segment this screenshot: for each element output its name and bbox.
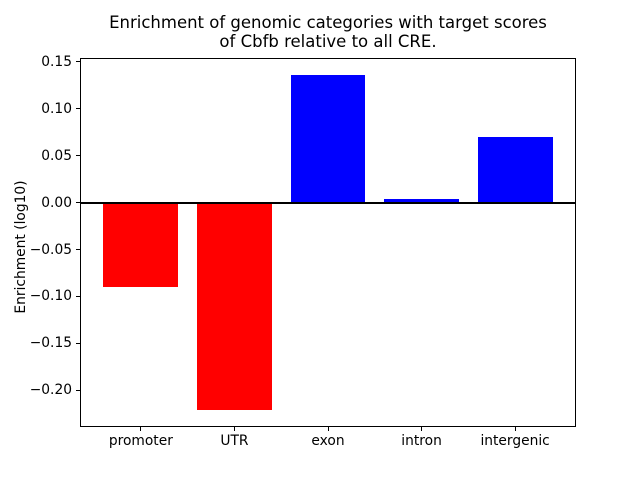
y-tick-label: 0.10 bbox=[41, 100, 72, 117]
y-tick-mark bbox=[76, 342, 80, 344]
y-tick-label: 0.15 bbox=[41, 53, 72, 70]
plot-area bbox=[80, 58, 576, 427]
x-tick-mark bbox=[233, 427, 235, 431]
y-tick-label: 0.05 bbox=[41, 147, 72, 164]
y-tick-label: −0.20 bbox=[29, 382, 72, 399]
y-tick-mark bbox=[76, 108, 80, 110]
x-tick-mark bbox=[421, 427, 423, 431]
bar-intergenic bbox=[477, 136, 553, 203]
x-tick-label: intron bbox=[401, 433, 442, 449]
y-tick-mark bbox=[76, 61, 80, 63]
zero-line bbox=[81, 201, 575, 204]
x-tick-mark bbox=[327, 427, 329, 431]
x-tick-label: exon bbox=[311, 433, 345, 449]
chart-title-line2: of Cbfb relative to all CRE. bbox=[219, 32, 437, 51]
bar-exon bbox=[290, 74, 366, 203]
x-tick-label: intergenic bbox=[480, 433, 550, 449]
y-tick-label: −0.10 bbox=[29, 288, 72, 305]
y-tick-mark bbox=[76, 295, 80, 297]
bar-intron bbox=[384, 198, 459, 203]
y-tick-mark bbox=[76, 155, 80, 157]
x-tick-label: UTR bbox=[220, 433, 249, 449]
y-tick-label: 0.00 bbox=[41, 194, 72, 211]
y-tick-label: −0.15 bbox=[29, 335, 72, 352]
bar-UTR bbox=[197, 202, 272, 411]
chart-title-line1: Enrichment of genomic categories with ta… bbox=[109, 13, 547, 32]
bar-promoter bbox=[103, 202, 179, 288]
y-tick-mark bbox=[76, 389, 80, 391]
x-tick-label: promoter bbox=[108, 433, 173, 449]
y-tick-mark bbox=[76, 249, 80, 251]
x-tick-mark bbox=[140, 427, 142, 431]
x-tick-mark bbox=[514, 427, 516, 431]
y-tick-label: −0.05 bbox=[29, 241, 72, 258]
chart-title: Enrichment of genomic categories with ta… bbox=[80, 13, 576, 51]
y-tick-mark bbox=[76, 202, 80, 204]
